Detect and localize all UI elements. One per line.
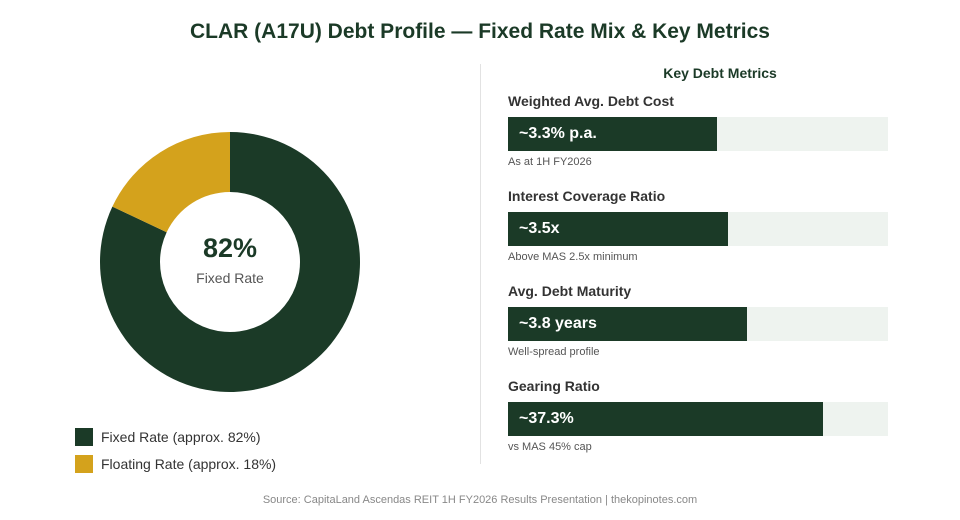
metric-name: Weighted Avg. Debt Cost (508, 93, 674, 109)
metric-note: As at 1H FY2026 (508, 156, 592, 168)
metric-bar-track: ~3.5x (508, 212, 888, 246)
metrics-title: Key Debt Metrics (663, 65, 777, 81)
metric-bar-track: ~3.8 years (508, 307, 888, 341)
legend-label-floating: Floating Rate (approx. 18%) (101, 456, 277, 472)
metric-bar-fill (508, 307, 748, 341)
legend-swatch-floating (75, 455, 93, 473)
metric-name: Gearing Ratio (508, 378, 600, 394)
legend-label-fixed: Fixed Rate (approx. 82%) (101, 429, 261, 445)
metric-interest-coverage: Interest Coverage Ratio ~3.5x Above MAS … (508, 188, 888, 264)
legend-swatch-fixed (75, 428, 93, 446)
donut-svg (100, 132, 361, 392)
metric-debt-cost: Weighted Avg. Debt Cost ~3.3% p.a. As at… (508, 93, 888, 169)
panel-divider (480, 64, 481, 464)
metric-gearing: Gearing Ratio ~37.3% vs MAS 45% cap (508, 378, 888, 454)
legend-item-floating: Floating Rate (approx. 18%) (75, 455, 276, 473)
metric-bar-fill (508, 212, 729, 246)
metric-bar-track: ~3.3% p.a. (508, 117, 888, 151)
chart-title: CLAR (A17U) Debt Profile — Fixed Rate Mi… (190, 20, 770, 43)
metric-value: ~37.3% (519, 410, 574, 427)
metric-name: Avg. Debt Maturity (508, 283, 632, 299)
source-note: Source: CapitaLand Ascendas REIT 1H FY20… (262, 494, 698, 506)
metric-value: ~3.8 years (519, 315, 597, 332)
metric-debt-maturity: Avg. Debt Maturity ~3.8 years Well-sprea… (508, 283, 888, 359)
metric-bar-fill (508, 402, 824, 436)
legend: Fixed Rate (approx. 82%) Floating Rate (… (75, 428, 276, 482)
donut-slice-fixed (100, 132, 361, 392)
metric-name: Interest Coverage Ratio (508, 188, 666, 204)
metric-value: ~3.3% p.a. (519, 125, 597, 142)
metric-note: vs MAS 45% cap (508, 441, 592, 453)
donut-chart: 82% Fixed Rate (98, 130, 362, 394)
metric-value: ~3.5x (519, 220, 560, 237)
donut-slice-floating (112, 132, 230, 233)
metric-bar-track: ~37.3% (508, 402, 888, 436)
metric-bar-fill (508, 117, 717, 151)
legend-item-fixed: Fixed Rate (approx. 82%) (75, 428, 276, 446)
metric-note: Well-spread profile (508, 346, 600, 358)
metric-note: Above MAS 2.5x minimum (508, 251, 638, 263)
